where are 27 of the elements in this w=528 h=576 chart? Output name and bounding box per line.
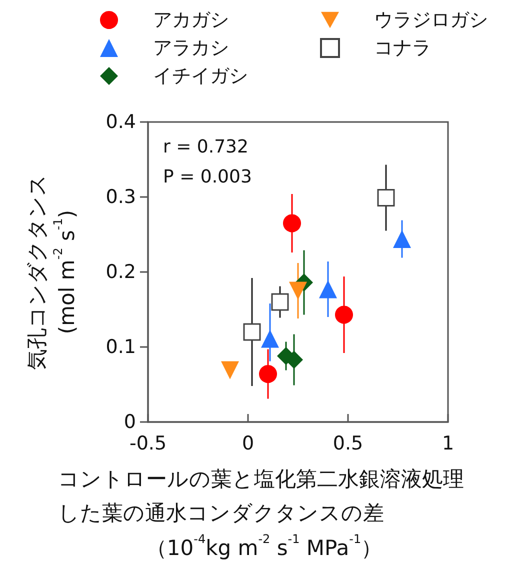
point <box>289 282 307 300</box>
annotation: r = 0.732 <box>163 136 248 158</box>
x-tick-label: 0 <box>242 432 254 454</box>
legend-label: コナラ <box>374 37 431 59</box>
legend-label: アカガシ <box>153 9 229 31</box>
y-tick-label: 0.3 <box>106 186 136 208</box>
legend-label: イチイガシ <box>153 65 248 87</box>
point <box>243 323 261 341</box>
point <box>319 280 337 298</box>
point <box>261 330 279 348</box>
y-tick-label: 0 <box>124 411 136 433</box>
point <box>283 214 301 232</box>
legend-label: ウラジロガシ <box>374 9 488 31</box>
annotation: P = 0.003 <box>163 166 252 188</box>
point <box>377 189 395 206</box>
x-tick-label: -0.5 <box>129 432 167 454</box>
point <box>393 230 411 248</box>
x-tick-label: 1 <box>442 432 454 454</box>
y-tick-label: 0.4 <box>106 111 136 133</box>
point <box>271 293 289 311</box>
point <box>221 361 239 380</box>
point <box>335 306 353 324</box>
y-tick-label: 0.2 <box>106 261 136 283</box>
y-tick-label: 0.1 <box>106 336 136 358</box>
legend-label: アラカシ <box>153 37 229 59</box>
x-tick-label: 0.5 <box>332 432 364 454</box>
point <box>259 365 277 383</box>
